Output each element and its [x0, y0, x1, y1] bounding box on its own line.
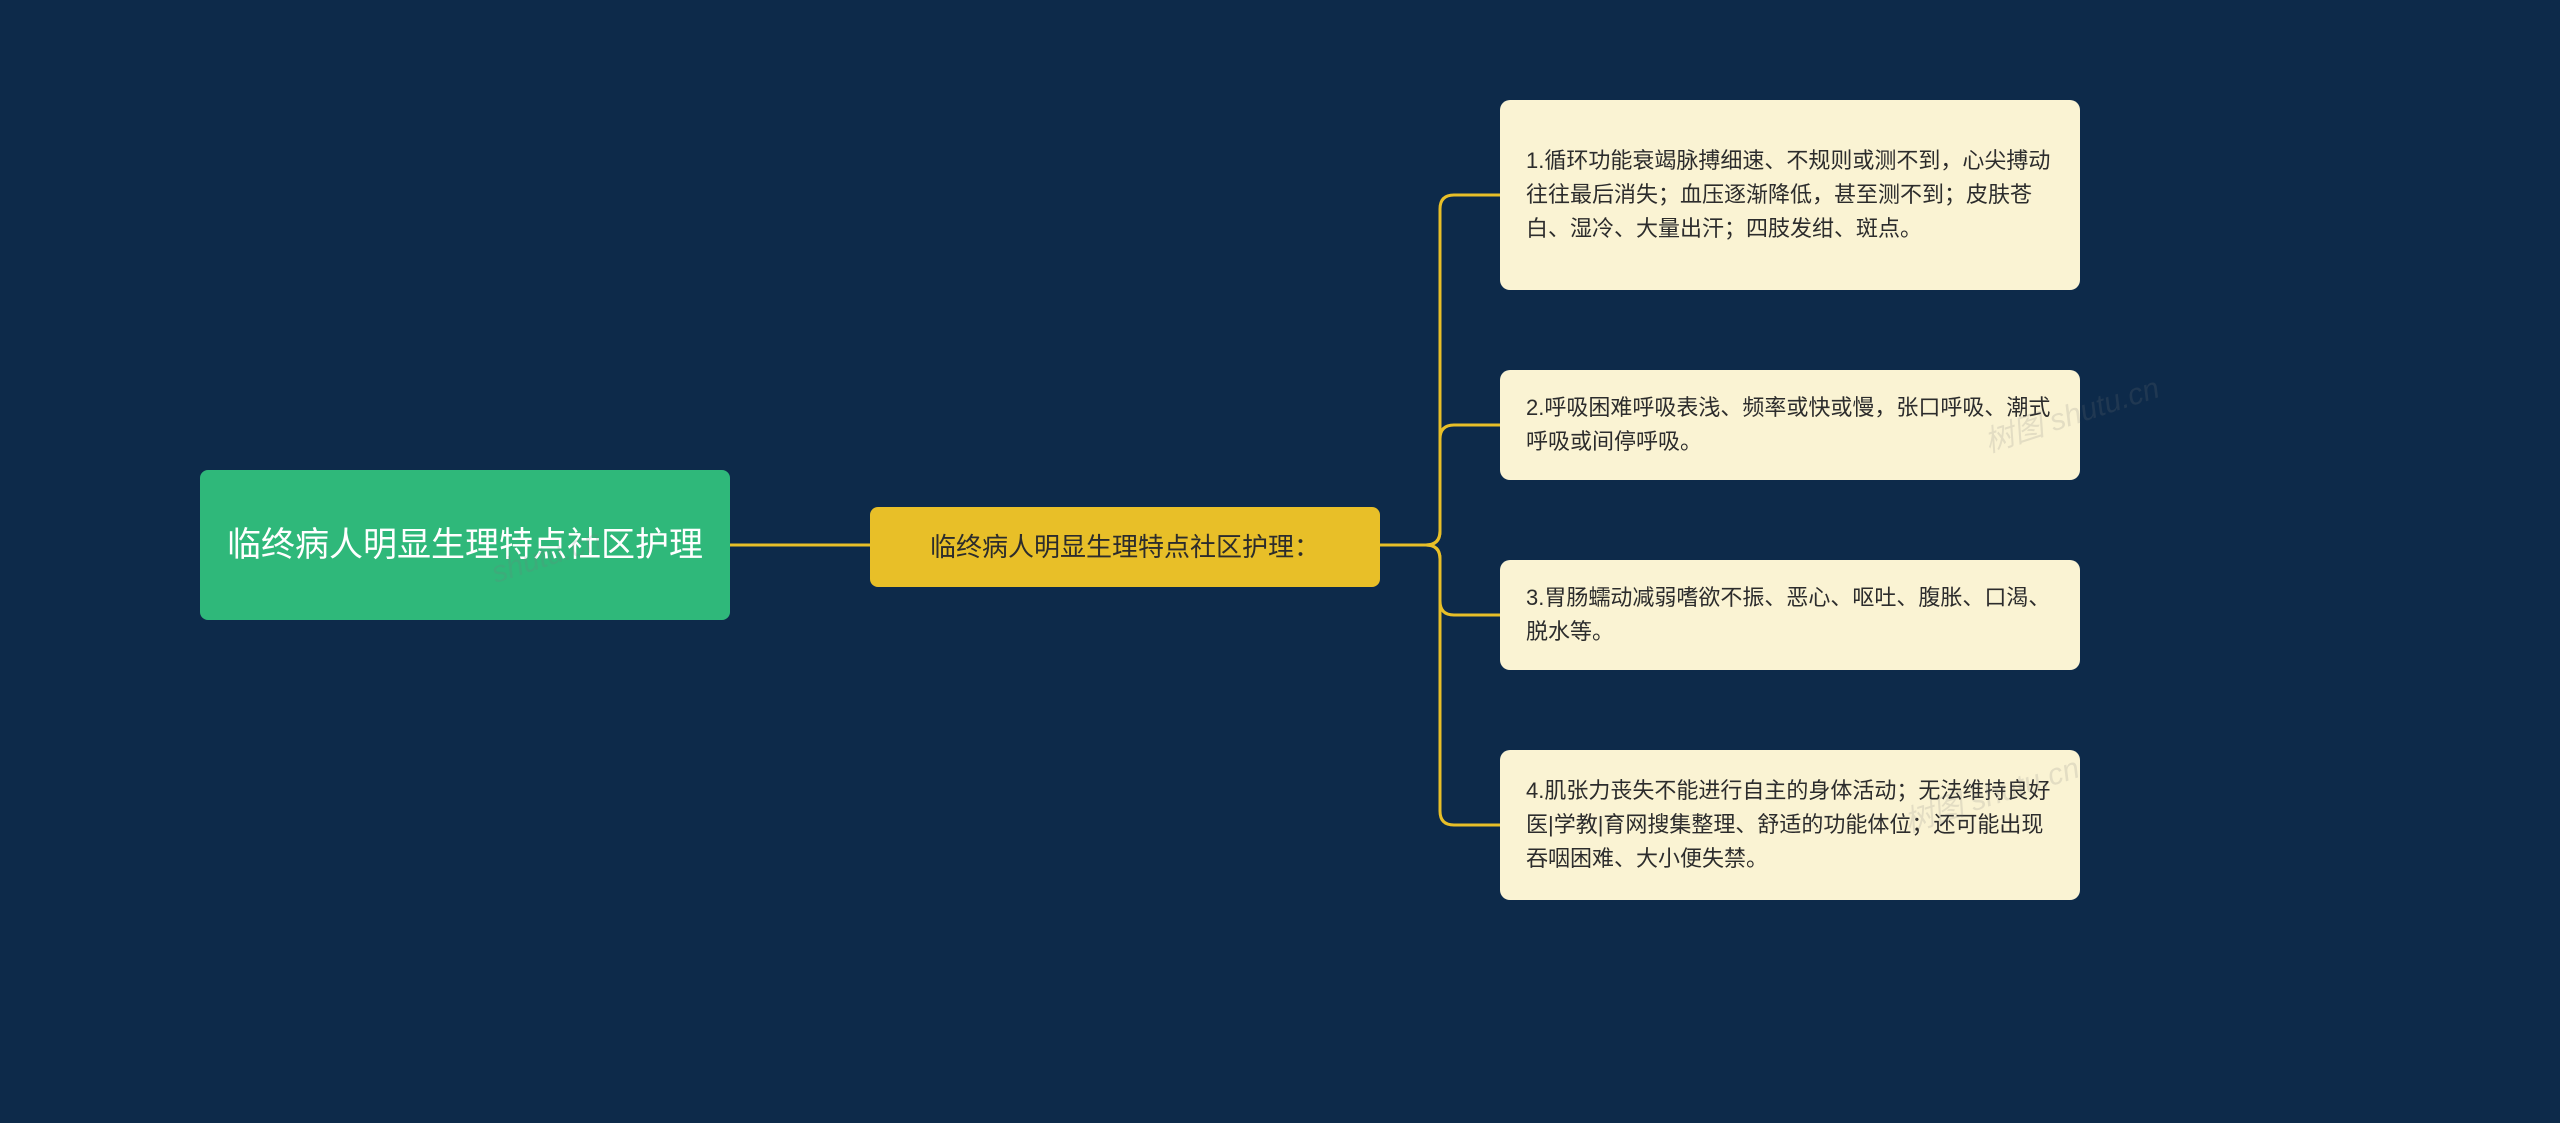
leaf-node-1-text: 1.循环功能衰竭脉搏细速、不规则或测不到，心尖搏动往往最后消失；血压逐渐降低，甚… [1526, 144, 2054, 246]
root-node: 临终病人明显生理特点社区护理 [200, 470, 730, 620]
leaf-node-3-text: 3.胃肠蠕动减弱嗜欲不振、恶心、呕吐、腹胀、口渴、脱水等。 [1526, 581, 2054, 649]
leaf-node-2: 2.呼吸困难呼吸表浅、频率或快或慢，张口呼吸、潮式呼吸或间停呼吸。 [1500, 370, 2080, 480]
leaf-node-4: 4.肌张力丧失不能进行自主的身体活动；无法维持良好医|学教|育网搜集整理、舒适的… [1500, 750, 2080, 900]
leaf-node-1: 1.循环功能衰竭脉搏细速、不规则或测不到，心尖搏动往往最后消失；血压逐渐降低，甚… [1500, 100, 2080, 290]
mindmap-canvas: 临终病人明显生理特点社区护理 临终病人明显生理特点社区护理： 1.循环功能衰竭脉… [0, 0, 2560, 1123]
leaf-node-2-text: 2.呼吸困难呼吸表浅、频率或快或慢，张口呼吸、潮式呼吸或间停呼吸。 [1526, 391, 2054, 459]
leaf-node-4-text: 4.肌张力丧失不能进行自主的身体活动；无法维持良好医|学教|育网搜集整理、舒适的… [1526, 774, 2054, 876]
mid-node-text: 临终病人明显生理特点社区护理： [930, 527, 1320, 567]
mid-node: 临终病人明显生理特点社区护理： [870, 507, 1380, 587]
root-node-text: 临终病人明显生理特点社区护理 [227, 519, 703, 572]
leaf-node-3: 3.胃肠蠕动减弱嗜欲不振、恶心、呕吐、腹胀、口渴、脱水等。 [1500, 560, 2080, 670]
